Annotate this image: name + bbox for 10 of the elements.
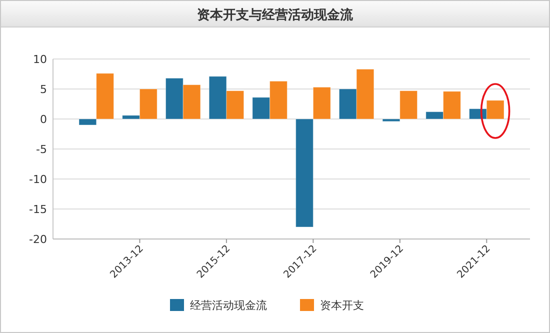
y-tick-label: -15 <box>29 203 47 216</box>
y-tick-label: 10 <box>33 53 47 66</box>
chart-title: 资本开支与经营活动现金流 <box>197 7 354 23</box>
y-tick-label: 5 <box>40 83 47 96</box>
legend-label: 经营活动现金流 <box>190 299 267 312</box>
y-tick-label: 0 <box>40 113 47 126</box>
legend-label: 资本开支 <box>320 299 364 312</box>
y-tick-label: -5 <box>36 143 47 156</box>
y-tick-label: -10 <box>29 173 47 186</box>
y-tick-label: -20 <box>29 233 47 246</box>
